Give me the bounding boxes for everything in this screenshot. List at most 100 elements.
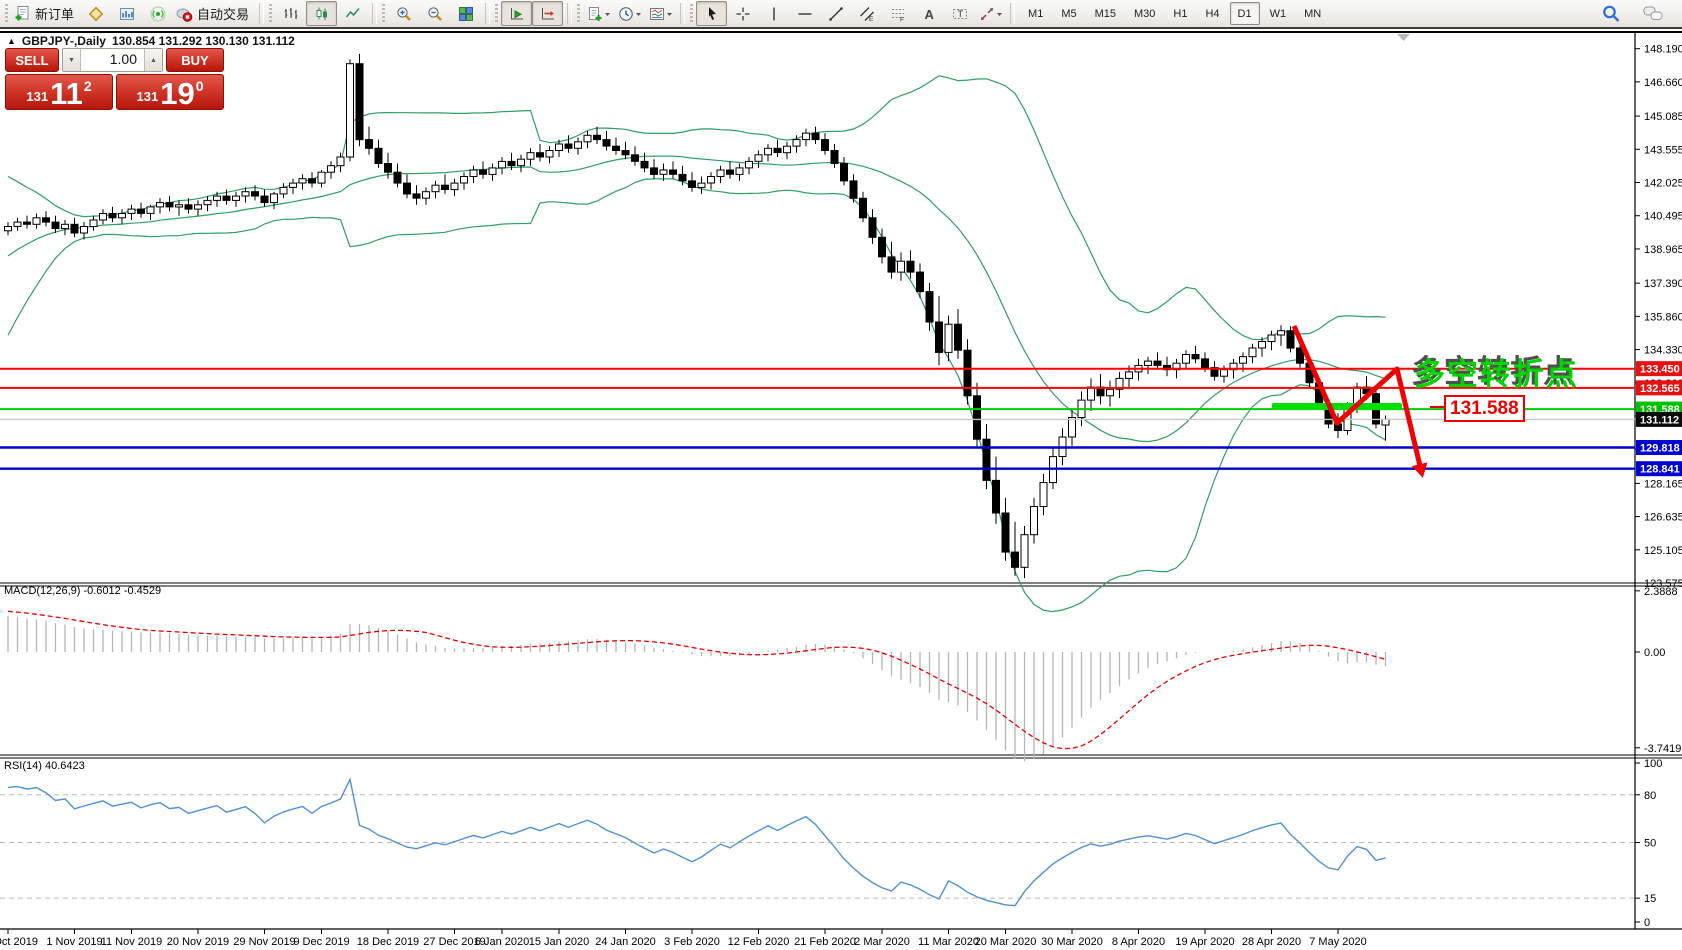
svg-text:27 Dec 2019: 27 Dec 2019 <box>423 936 485 948</box>
text-icon: A <box>921 6 937 22</box>
buy-price-pips: 19 <box>160 76 195 111</box>
dropdown-caret-icon[interactable] <box>996 6 1003 22</box>
svg-text:146.660: 146.660 <box>1644 77 1682 89</box>
periods-icon <box>618 6 634 22</box>
rsi-indicator-label: RSI(14) 40.6423 <box>4 760 85 772</box>
volume-increase-button[interactable]: ▲ <box>144 49 162 71</box>
autotrading-button[interactable]: 自动交易 <box>173 1 255 26</box>
svg-text:132.565: 132.565 <box>1640 383 1680 395</box>
sell-button[interactable]: SELL <box>5 48 59 72</box>
svg-text:24 Jan 2020: 24 Jan 2020 <box>595 936 656 948</box>
svg-text:148.190: 148.190 <box>1644 44 1682 56</box>
trendline-button[interactable] <box>820 1 851 26</box>
zoom-out-button[interactable] <box>419 1 450 26</box>
zoom-in-button[interactable] <box>388 1 419 26</box>
svg-text:135.860: 135.860 <box>1644 311 1682 323</box>
price-axis[interactable]: 148.190 146.660 145.085 143.555 142.025 140.4… <box>1635 44 1682 590</box>
zoom-in-icon <box>396 6 412 22</box>
timeframe-d1-button[interactable]: D1 <box>1229 2 1260 25</box>
volume-decrease-button[interactable]: ▼ <box>63 49 81 71</box>
buy-button[interactable]: BUY <box>166 48 224 72</box>
bar-chart-button[interactable] <box>275 1 306 26</box>
toolbar-separator <box>485 3 491 24</box>
svg-text:128.165: 128.165 <box>1644 478 1682 490</box>
vertical-line-icon <box>766 6 782 22</box>
candlestick-button[interactable] <box>306 1 338 26</box>
symbol-header: ▲ GBPJPY-,Daily 130.854 131.292 130.130 … <box>7 34 295 48</box>
timeframe-mn-button[interactable]: MN <box>1304 7 1322 20</box>
crosshair-button[interactable] <box>727 1 758 26</box>
svg-text:A: A <box>924 7 934 22</box>
line-chart-button[interactable] <box>337 1 368 26</box>
svg-text:142.025: 142.025 <box>1644 178 1682 190</box>
collapse-trade-panel-icon[interactable]: ▲ <box>7 36 16 46</box>
svg-text:20 Nov 2019: 20 Nov 2019 <box>167 936 229 948</box>
tile-windows-button[interactable] <box>450 1 481 26</box>
svg-text:126.635: 126.635 <box>1644 512 1682 524</box>
periods-button[interactable] <box>614 1 645 26</box>
toolbar-grip <box>5 3 8 24</box>
profiles-button[interactable] <box>111 1 142 26</box>
new-order-button[interactable]: 新订单 <box>11 1 80 26</box>
svg-text:12 Feb 2020: 12 Feb 2020 <box>728 936 790 948</box>
dropdown-caret-icon[interactable] <box>604 6 611 22</box>
chat-button[interactable] <box>1637 1 1668 26</box>
templates-button[interactable] <box>645 1 676 26</box>
green-support-bar <box>1272 403 1402 410</box>
vertical-line-button[interactable] <box>758 1 789 26</box>
signal-icon <box>150 6 166 22</box>
one-click-trade-panel: SELL ▼ 1.00 ▲ BUY 131 11 2 131 19 0 <box>5 48 224 110</box>
auto-scroll-button[interactable] <box>501 1 533 26</box>
volume-input[interactable]: 1.00 <box>81 49 144 71</box>
svg-text:134.330: 134.330 <box>1644 345 1682 357</box>
equidistant-channel-button[interactable]: E <box>851 1 882 26</box>
buy-price-point: 0 <box>195 78 204 94</box>
symbol-name: GBPJPY-,Daily <box>21 34 106 48</box>
price-axis-badges: 133.450132.565131.588131.112129.818128.8… <box>1636 361 1682 477</box>
bollinger-bands <box>7 75 1386 613</box>
fibonacci-button[interactable]: F <box>882 1 913 26</box>
main-toolbar: 新订单 自动交易 E F A T M1 M5 M15 M30 H1 H4 D1 W1 MN <box>0 0 1682 29</box>
chart-shift-button[interactable] <box>532 1 564 26</box>
toolbar-separator <box>259 3 265 24</box>
chat-icon <box>1642 4 1664 24</box>
svg-text:145.085: 145.085 <box>1644 111 1682 123</box>
new-order-button-label: 新订单 <box>35 7 75 22</box>
timeframe-h4-button[interactable]: H4 <box>1205 7 1220 20</box>
crosshair-icon <box>735 6 751 22</box>
candles-layer <box>4 53 1390 579</box>
dropdown-caret-icon[interactable] <box>635 6 642 22</box>
toolbar-right <box>1596 1 1668 26</box>
timeframe-h1-button[interactable]: H1 <box>1173 7 1188 20</box>
timeframe-m1-button[interactable]: M1 <box>1028 7 1044 20</box>
arrows-button[interactable] <box>975 1 1006 26</box>
search-button[interactable] <box>1596 1 1627 26</box>
symbol-ohlc-values: 130.854 131.292 130.130 131.112 <box>111 34 295 48</box>
indicators-button[interactable] <box>583 1 614 26</box>
timeframe-m5-button[interactable]: M5 <box>1061 7 1077 20</box>
tile-windows-icon <box>458 6 474 22</box>
svg-text:138.965: 138.965 <box>1644 244 1682 256</box>
buy-price-figure: 131 <box>136 89 159 104</box>
svg-text:28 Apr 2020: 28 Apr 2020 <box>1242 936 1301 948</box>
dropdown-caret-icon[interactable] <box>666 6 673 22</box>
horizontal-level-lines[interactable] <box>0 367 1635 470</box>
trendline-icon <box>828 6 844 22</box>
cursor-button[interactable] <box>696 1 728 26</box>
styles-button[interactable] <box>80 1 111 26</box>
buy-price-button[interactable]: 131 19 0 <box>116 74 224 110</box>
timeframe-m30-button[interactable]: M30 <box>1134 7 1156 20</box>
volume-stepper: ▼ 1.00 ▲ <box>62 48 163 72</box>
timeframe-m15-button[interactable]: M15 <box>1094 7 1116 20</box>
sell-price-button[interactable]: 131 11 2 <box>5 74 113 110</box>
signals-button[interactable] <box>142 1 173 26</box>
timeframe-w1-button[interactable]: W1 <box>1269 7 1287 20</box>
horizontal-line-button[interactable] <box>789 1 820 26</box>
text-label-button[interactable]: T <box>944 1 975 26</box>
text-button[interactable]: A <box>913 1 944 26</box>
turning-point-annotation: 多空转折点 <box>1414 357 1579 392</box>
